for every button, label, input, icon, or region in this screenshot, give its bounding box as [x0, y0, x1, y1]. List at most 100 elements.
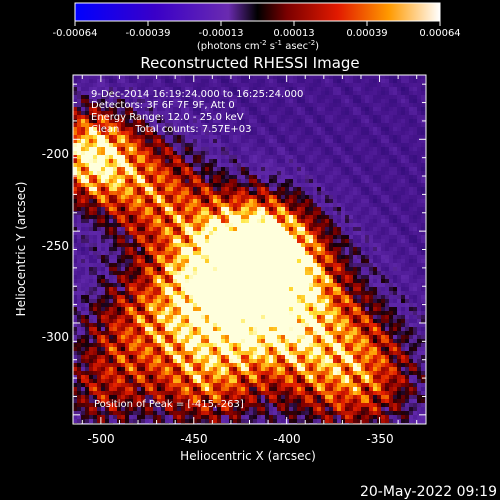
heatmap-cell [229, 171, 234, 176]
heatmap-cell [261, 75, 266, 80]
heatmap-cell [397, 135, 402, 140]
heatmap-cell [285, 291, 290, 296]
heatmap-cell [373, 183, 378, 188]
heatmap-cell [177, 239, 182, 244]
heatmap-cell [213, 223, 218, 228]
heatmap-cell [197, 139, 202, 144]
heatmap-cell [265, 211, 270, 216]
heatmap-cell [177, 99, 182, 104]
heatmap-cell [85, 271, 90, 276]
heatmap-cell [137, 171, 142, 176]
heatmap-cell [405, 223, 410, 228]
heatmap-cell [401, 91, 406, 96]
heatmap-cell [233, 119, 238, 124]
heatmap-cell [345, 271, 350, 276]
heatmap-cell [309, 143, 314, 148]
heatmap-cell [225, 83, 230, 88]
heatmap-cell [321, 195, 326, 200]
heatmap-cell [153, 143, 158, 148]
heatmap-cell [177, 227, 182, 232]
heatmap-cell [377, 235, 382, 240]
heatmap-cell [121, 143, 126, 148]
heatmap-cell [333, 271, 338, 276]
heatmap-cell [245, 87, 250, 92]
heatmap-cell [409, 223, 414, 228]
heatmap-cell [161, 187, 166, 192]
heatmap-cell [241, 231, 246, 236]
heatmap-cell [345, 135, 350, 140]
heatmap-cell [417, 191, 422, 196]
heatmap-cell [165, 239, 170, 244]
heatmap-cell [133, 151, 138, 156]
heatmap-cell [241, 103, 246, 108]
heatmap-cell [369, 155, 374, 160]
heatmap-cell [117, 291, 122, 296]
heatmap-cell [109, 75, 114, 80]
heatmap-cell [77, 163, 82, 168]
heatmap-cell [361, 239, 366, 244]
heatmap-cell [173, 283, 178, 288]
heatmap-cell [321, 91, 326, 96]
heatmap-cell [417, 131, 422, 136]
heatmap-cell [93, 159, 98, 164]
heatmap-cell [293, 147, 298, 152]
heatmap-cell [365, 231, 370, 236]
heatmap-cell [365, 251, 370, 256]
heatmap-cell [149, 75, 154, 80]
heatmap-cell [233, 107, 238, 112]
heatmap-cell [117, 287, 122, 292]
heatmap-cell [301, 171, 306, 176]
heatmap-cell [105, 127, 110, 132]
heatmap-cell [337, 287, 342, 292]
heatmap-cell [145, 219, 150, 224]
heatmap-cell [357, 123, 362, 128]
heatmap-cell [93, 267, 98, 272]
heatmap-cell [237, 91, 242, 96]
heatmap-cell [249, 207, 254, 212]
heatmap-cell [405, 251, 410, 256]
heatmap-cell [89, 91, 94, 96]
heatmap-cell [241, 211, 246, 216]
heatmap-cell [105, 271, 110, 276]
heatmap-cell [129, 291, 134, 296]
heatmap-cell [213, 163, 218, 168]
heatmap-cell [337, 139, 342, 144]
heatmap-cell [153, 175, 158, 180]
heatmap-cell [389, 275, 394, 280]
heatmap-cell [149, 147, 154, 152]
heatmap-cell [369, 163, 374, 168]
heatmap-cell [309, 243, 314, 248]
heatmap-cell [273, 151, 278, 156]
heatmap-cell [373, 251, 378, 256]
heatmap-cell [101, 219, 106, 224]
heatmap-cell [157, 87, 162, 92]
heatmap-cell [173, 259, 178, 264]
heatmap-cell [245, 279, 250, 284]
heatmap-cell [177, 291, 182, 296]
heatmap-cell [393, 255, 398, 260]
heatmap-cell [313, 267, 318, 272]
heatmap-cell [209, 187, 214, 192]
heatmap-cell [117, 131, 122, 136]
heatmap-cell [269, 119, 274, 124]
heatmap-cell [249, 191, 254, 196]
heatmap-cell [377, 251, 382, 256]
heatmap-cell [145, 183, 150, 188]
heatmap-cell [249, 175, 254, 180]
heatmap-cell [289, 199, 294, 204]
heatmap-cell [113, 295, 118, 300]
heatmap-cell [189, 155, 194, 160]
heatmap-cell [337, 195, 342, 200]
heatmap-cell [113, 147, 118, 152]
heatmap-cell [153, 111, 158, 116]
heatmap-cell [293, 75, 298, 80]
heatmap-cell [177, 179, 182, 184]
heatmap-cell [337, 107, 342, 112]
heatmap-cell [249, 111, 254, 116]
heatmap-cell [409, 87, 414, 92]
heatmap-cell [365, 83, 370, 88]
heatmap-cell [205, 199, 210, 204]
heatmap-cell [377, 123, 382, 128]
heatmap-cell [325, 183, 330, 188]
heatmap-cell [389, 127, 394, 132]
